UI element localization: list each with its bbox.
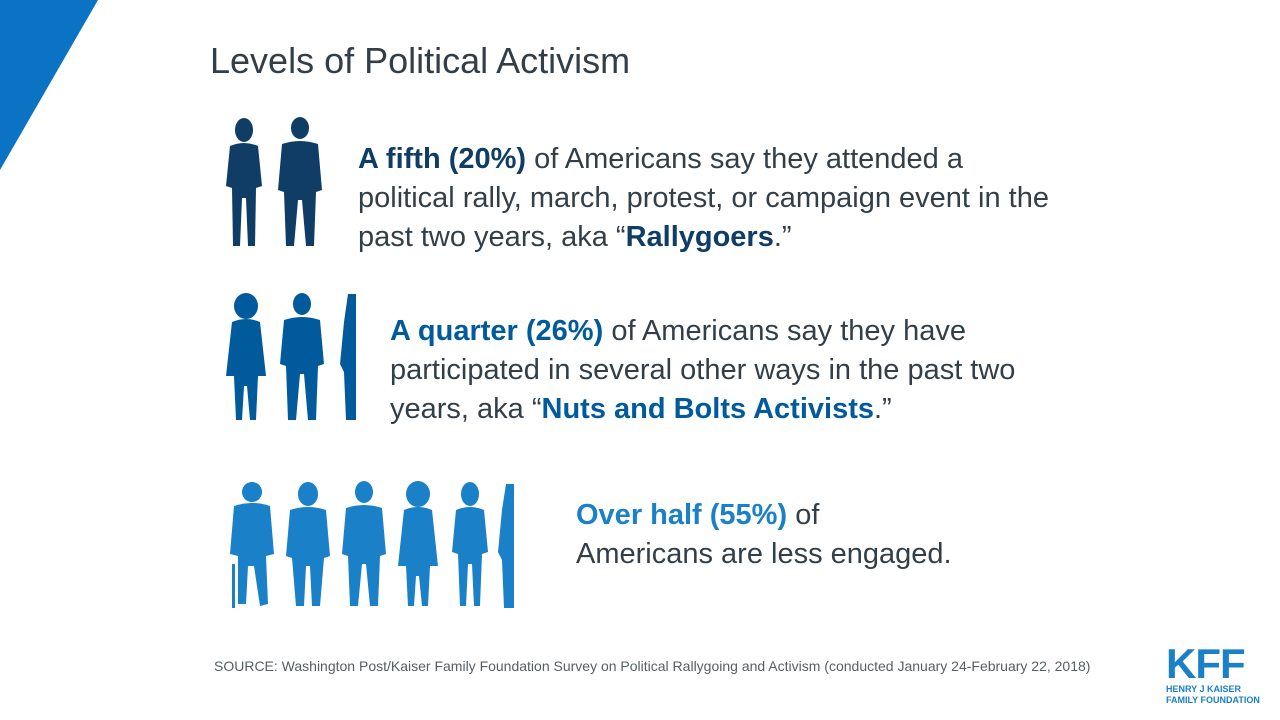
- person-silhouette-icon: [226, 293, 266, 420]
- rallygoers-text: of Americans say they attended a politic…: [358, 143, 1049, 253]
- logo-line-1: HENRY J KAISER: [1166, 684, 1242, 694]
- person-silhouette-icon: [280, 293, 324, 420]
- nuts-and-bolts-end: .”: [873, 393, 892, 425]
- less-engaged-silhouettes: [230, 481, 514, 608]
- person-silhouette-icon: [226, 118, 262, 246]
- nuts-and-bolts-text: of Americans say they have participated …: [390, 315, 1016, 425]
- less-engaged-lead: Over half (55%): [576, 499, 788, 531]
- logo-mark: KFF: [1166, 640, 1246, 687]
- corner-accent-shape: [0, 0, 98, 170]
- rallygoers-end: .”: [773, 221, 792, 253]
- rallygoers-term: Rallygoers: [625, 221, 774, 253]
- source-note: SOURCE: Washington Post/Kaiser Family Fo…: [214, 658, 1091, 674]
- less-engaged-paragraph: Over half (55%) of Americans are less en…: [576, 496, 1076, 574]
- rallygoers-paragraph: A fifth (20%) of Americans say they atte…: [358, 140, 1058, 257]
- person-silhouette-icon: [340, 294, 356, 420]
- nuts-and-bolts-silhouettes: [226, 293, 356, 420]
- person-silhouette-icon: [452, 482, 488, 606]
- kff-logo: KFF HENRY J KAISER FAMILY FOUNDATION: [1166, 640, 1264, 706]
- logo-line-2: FAMILY FOUNDATION: [1166, 695, 1260, 705]
- page-title: Levels of Political Activism: [210, 40, 631, 81]
- person-silhouette-icon: [278, 117, 322, 246]
- person-silhouette-icon: [230, 482, 274, 608]
- person-silhouette-icon: [398, 481, 438, 606]
- less-engaged-rest: Americans are less engaged.: [576, 538, 952, 570]
- rallygoers-lead: A fifth (20%): [358, 143, 527, 175]
- person-silhouette-icon: [286, 482, 330, 606]
- less-engaged-text: of: [787, 499, 820, 531]
- person-silhouette-icon: [498, 484, 514, 608]
- nuts-and-bolts-paragraph: A quarter (26%) of Americans say they ha…: [390, 312, 1050, 429]
- person-silhouette-icon: [342, 481, 386, 606]
- nuts-and-bolts-lead: A quarter (26%): [390, 315, 604, 347]
- rallygoers-silhouettes: [226, 117, 322, 246]
- nuts-and-bolts-term: Nuts and Bolts Activists: [541, 393, 874, 425]
